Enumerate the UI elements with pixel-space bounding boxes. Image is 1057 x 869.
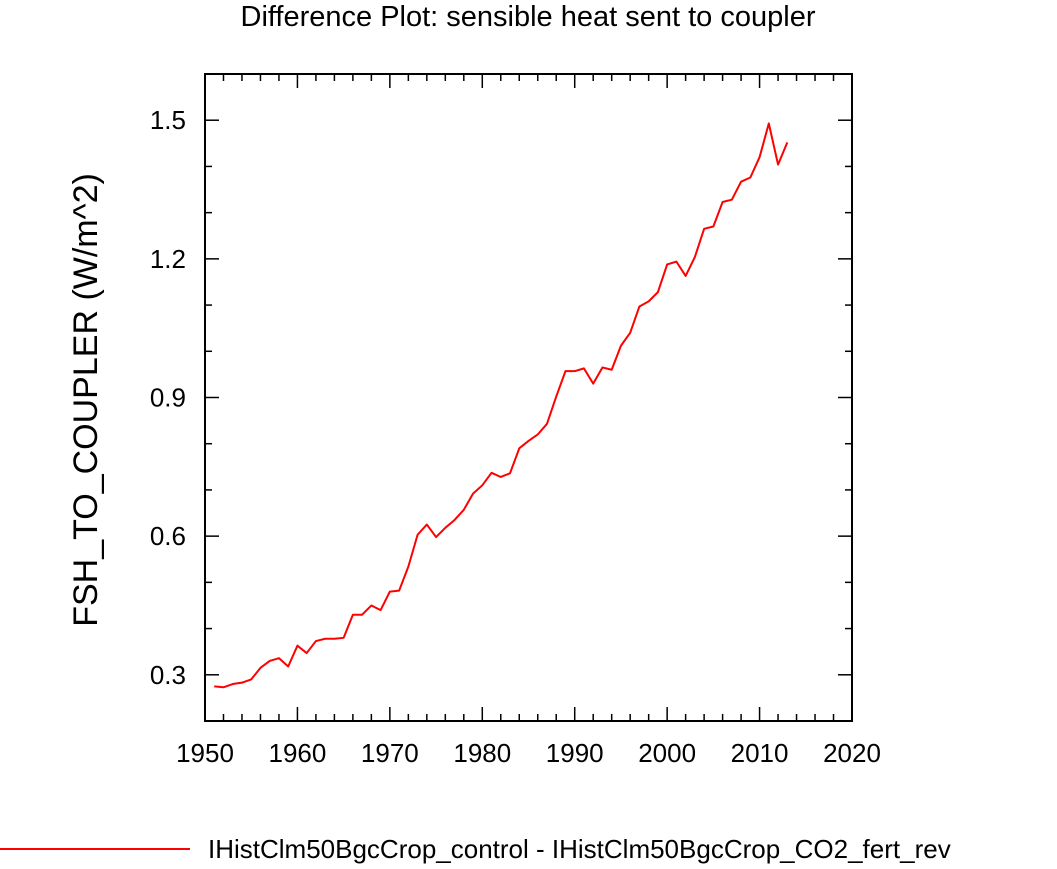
x-axis-ticks xyxy=(204,74,853,721)
x-tick-label: 1980 xyxy=(453,738,511,768)
plot-frame xyxy=(204,73,853,722)
y-tick-label: 0.6 xyxy=(150,521,186,551)
series-layer xyxy=(214,122,789,689)
y-tick-label: 1.2 xyxy=(150,244,186,274)
y-tick-label: 0.3 xyxy=(150,660,186,690)
legend: IHistClm50BgcCrop_control - IHistClm50Bg… xyxy=(0,834,951,864)
y-tick-label: 0.9 xyxy=(150,383,186,413)
x-tick-label: 1960 xyxy=(269,738,327,768)
y-tick-label: 1.5 xyxy=(150,105,186,135)
y-axis-label: FSH_TO_COUPLER (W/m^2) xyxy=(67,173,105,627)
x-tick-label: 1970 xyxy=(361,738,419,768)
x-tick-label: 1950 xyxy=(176,738,234,768)
legend-label: IHistClm50BgcCrop_control - IHistClm50Bg… xyxy=(208,834,951,864)
x-tick-label: 2010 xyxy=(731,738,789,768)
x-axis-tick-labels: 1950 1960 1970 1980 1990 2000 2010 2020 xyxy=(176,738,881,768)
chart-title: Difference Plot: sensible heat sent to c… xyxy=(241,1,816,33)
x-tick-label: 2000 xyxy=(638,738,696,768)
x-tick-label: 1990 xyxy=(546,738,604,768)
y-axis-ticks xyxy=(205,73,852,722)
series-line xyxy=(214,122,789,689)
x-tick-label: 2020 xyxy=(823,738,881,768)
y-axis-tick-labels: 0.3 0.6 0.9 1.2 1.5 xyxy=(150,105,186,690)
